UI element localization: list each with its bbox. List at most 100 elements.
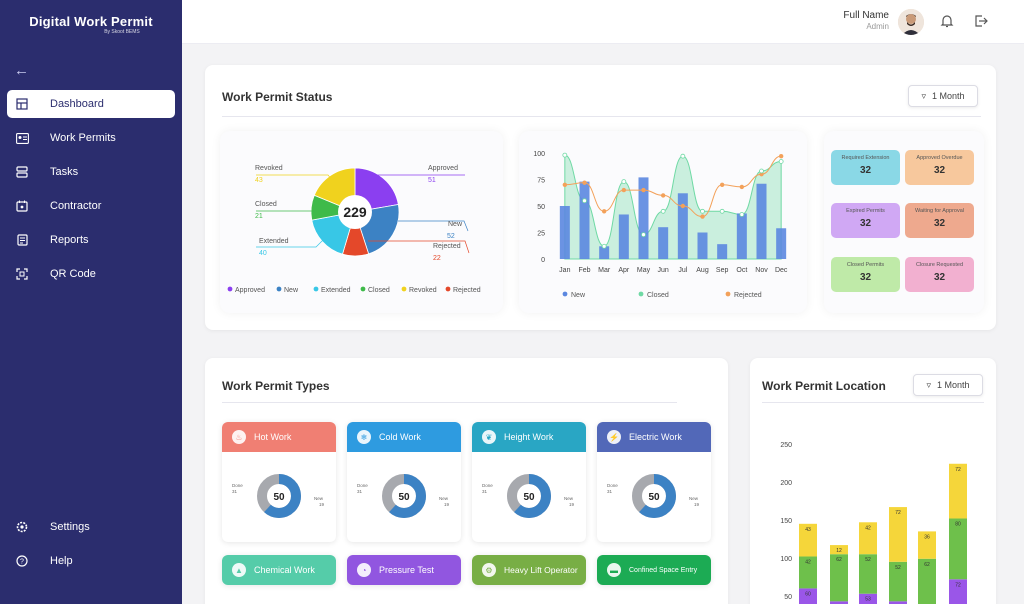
point-closed [641, 232, 646, 238]
type-card-hot-work[interactable]: ♨ Hot Work 50 Done 31 New 19 [222, 422, 336, 542]
y-tick-label: 75 [537, 178, 545, 185]
legend-marker [638, 291, 644, 297]
type-new-label: New [564, 496, 574, 501]
sidebar-item-reports[interactable]: Reports [7, 226, 175, 254]
bar-new[interactable] [677, 193, 688, 259]
bar-new[interactable] [579, 181, 590, 259]
stack-segment-green[interactable] [799, 556, 817, 589]
stack-segment-green[interactable] [889, 561, 907, 602]
legend-label: Closed [647, 292, 669, 299]
type-total: 50 [648, 492, 660, 503]
donut-total: 229 [343, 204, 367, 220]
stack-segment-green[interactable] [859, 554, 877, 594]
feather-icon: ❦ [482, 430, 496, 444]
sidebar-item-tasks[interactable]: Tasks [7, 158, 175, 186]
stat-waiting-for-approval[interactable]: Waiting for Approval 32 [905, 203, 974, 238]
stat-closed-permits[interactable]: Closed Permits 32 [831, 257, 900, 292]
stack-value-label: 42 [865, 525, 871, 531]
stack-segment-yellow[interactable] [889, 507, 907, 562]
stack-segment-purple[interactable] [949, 579, 967, 604]
point-rejected [778, 153, 784, 159]
report-icon [15, 233, 29, 247]
stat-value: 32 [859, 218, 872, 229]
type-card-header: ▬ Confined Space Entry [597, 555, 711, 585]
point-rejected [719, 182, 725, 187]
stack-value-label: 80 [955, 521, 961, 527]
stack-segment-green[interactable] [918, 558, 936, 604]
stack-value-label: 43 [805, 527, 811, 533]
sidebar-item-label: Reports [50, 234, 89, 246]
point-rejected [582, 180, 587, 185]
type-card-label: Heavy Lift Operator [504, 565, 578, 575]
status-filter-button[interactable]: ▿ 1 Month [908, 85, 978, 107]
stack-segment-yellow[interactable] [799, 523, 817, 557]
stack-segment-green[interactable] [830, 554, 848, 602]
stack-segment-yellow[interactable] [918, 531, 936, 559]
notification-bell-icon[interactable] [940, 14, 954, 28]
flask-icon: ▲ [232, 563, 246, 577]
bar-new[interactable] [599, 246, 610, 259]
back-arrow-icon[interactable]: ← [14, 62, 29, 79]
donut-value-extended: 40 [259, 250, 267, 257]
stack-segment-yellow[interactable] [949, 463, 967, 519]
stack-segment-yellow[interactable] [830, 545, 848, 555]
location-filter-button[interactable]: ▿ 1 Month [913, 374, 983, 396]
type-card-pressure-test[interactable]: ◔ Pressure Test [347, 555, 461, 585]
bar-new[interactable] [559, 206, 570, 259]
type-card-header: ⚡ Electric Work [597, 422, 711, 452]
bar-new[interactable] [736, 213, 747, 259]
bar-new[interactable] [697, 232, 708, 260]
type-card-electric-work[interactable]: ⚡ Electric Work 50 Done 31 New 19 [597, 422, 711, 542]
stat-closure-requested[interactable]: Closure Requested 32 [905, 257, 974, 292]
avatar[interactable] [898, 9, 924, 35]
x-tick-label: May [637, 267, 651, 274]
monthly-chart-panel: 100 75 50 25 0 Jan Feb Mar Apr May Jun Jul Aug Sep Oc… [519, 131, 807, 313]
brand-title: Digital Work Permit [29, 14, 153, 29]
type-done-label: Done [232, 483, 243, 488]
type-card-header: ⚙ Heavy Lift Operator [472, 555, 586, 585]
stack-segment-purple[interactable] [799, 588, 817, 604]
stat-required-extension[interactable]: Required Extension 32 [831, 150, 900, 185]
bar-new[interactable] [618, 214, 629, 259]
stack-value-label: 53 [865, 597, 871, 603]
donut-value-new: 52 [447, 233, 455, 240]
stack-segment-purple[interactable] [859, 593, 877, 604]
crane-icon: ⚙ [482, 563, 496, 577]
sidebar-item-contractor[interactable]: Contractor [7, 192, 175, 220]
sidebar-item-qr-code[interactable]: QR Code [7, 260, 175, 288]
type-card-cold-work[interactable]: ❄ Cold Work 50 Done 31 New 19 [347, 422, 461, 542]
point-closed [562, 152, 568, 158]
bar-new[interactable] [638, 177, 649, 259]
bar-new[interactable] [756, 183, 767, 259]
type-card-chemical-work[interactable]: ▲ Chemical Work [222, 555, 336, 585]
sidebar-item-label: Work Permits [50, 132, 116, 144]
legend-marker [445, 286, 451, 292]
bar-new[interactable] [717, 244, 728, 259]
logout-icon[interactable] [974, 14, 988, 28]
stack-segment-purple[interactable] [830, 601, 848, 604]
type-new-label: New [689, 496, 699, 501]
point-closed [778, 159, 784, 164]
type-card-label: Height Work [504, 432, 554, 442]
type-donut: 50 Done 31 New 19 [232, 474, 325, 518]
sidebar-item-dashboard[interactable]: Dashboard [7, 90, 175, 118]
type-card-confined-space-entry[interactable]: ▬ Confined Space Entry [597, 555, 711, 585]
top-bar: Full Name Admin [182, 0, 1024, 44]
bar-new[interactable] [776, 228, 787, 259]
stack-segment-green[interactable] [949, 518, 967, 580]
sidebar-item-settings[interactable]: Settings [7, 513, 175, 541]
sidebar-item-help[interactable]: ? Help [7, 547, 175, 575]
stat-expired-permits[interactable]: Expired Permits 32 [831, 203, 900, 238]
type-card-label: Chemical Work [254, 565, 315, 575]
stack-segment-yellow[interactable] [859, 522, 877, 555]
stat-approved-overdue[interactable]: Approved Overdue 32 [905, 150, 974, 185]
sidebar-item-work-permits[interactable]: Work Permits [7, 124, 175, 152]
stack-segment-purple[interactable] [889, 601, 907, 604]
point-rejected [700, 214, 705, 219]
sidebar-item-label: Contractor [50, 200, 102, 212]
type-card-heavy-lift-operator[interactable]: ⚙ Heavy Lift Operator [472, 555, 586, 585]
type-card-height-work[interactable]: ❦ Height Work 50 Done 31 New 19 [472, 422, 586, 542]
stat-label: Closed Permits [846, 262, 885, 268]
status-donut-chart: 229 Revoked 43 Closed 21 Extended 40 App… [227, 165, 481, 294]
bar-new[interactable] [658, 227, 669, 259]
